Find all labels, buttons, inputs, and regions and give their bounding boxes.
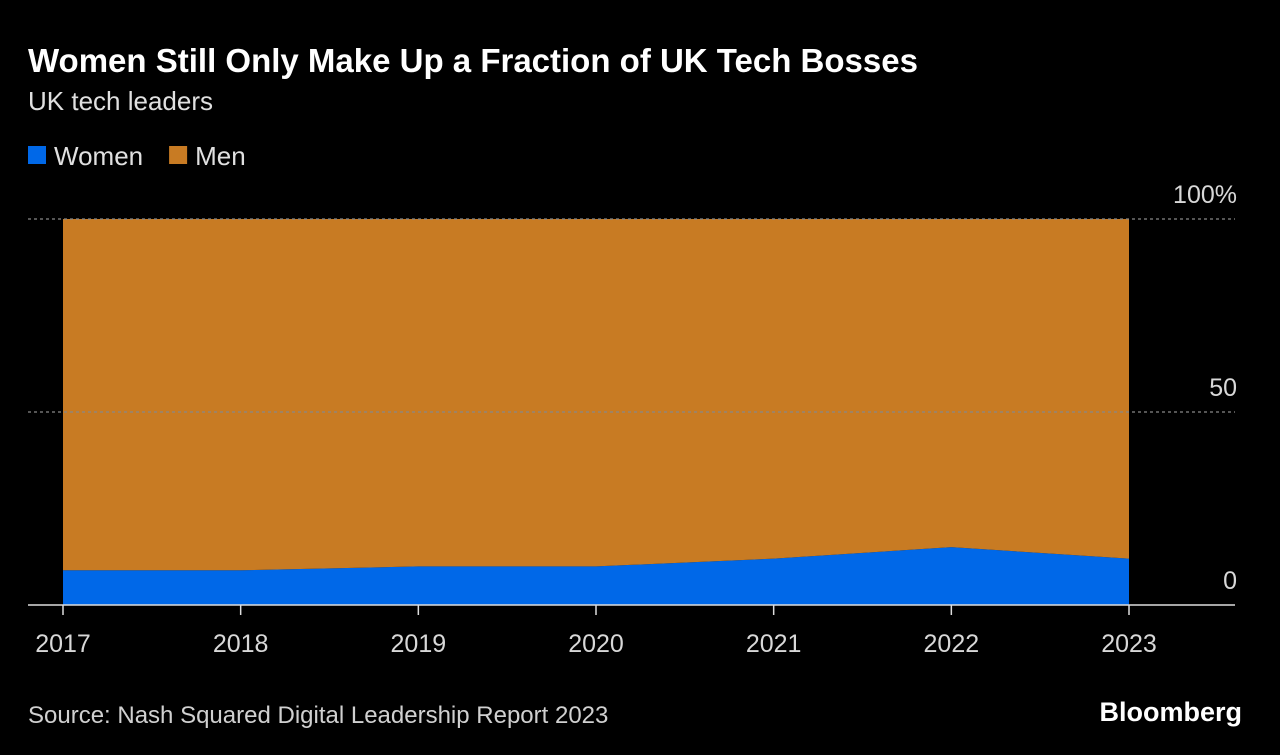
legend-label: Women [54, 141, 143, 171]
source: Source: Nash Squared Digital Leadership … [28, 702, 608, 729]
x-tick-label: 2021 [746, 630, 802, 658]
x-tick-label: 2017 [35, 630, 91, 658]
area [63, 219, 1129, 571]
x-tick-label: 2023 [1101, 630, 1157, 658]
y-tick-label: 100% [1173, 181, 1237, 209]
legend-label: Men [195, 141, 246, 171]
area [63, 547, 1129, 605]
y-tick-label: 0 [1223, 567, 1237, 595]
brand: Bloomberg [1099, 697, 1242, 727]
x-tick-label: 2022 [924, 630, 980, 658]
chart-title: Women Still Only Make Up a Fraction of U… [28, 42, 918, 79]
y-tick-label: 50 [1209, 374, 1237, 402]
chart-subtitle: UK tech leaders [28, 86, 213, 116]
x-tick-label: 2020 [568, 630, 624, 658]
legend-swatch [28, 146, 46, 164]
legend-swatch [169, 146, 188, 164]
x-tick-label: 2018 [213, 630, 269, 658]
x-tick-label: 2019 [391, 630, 447, 658]
